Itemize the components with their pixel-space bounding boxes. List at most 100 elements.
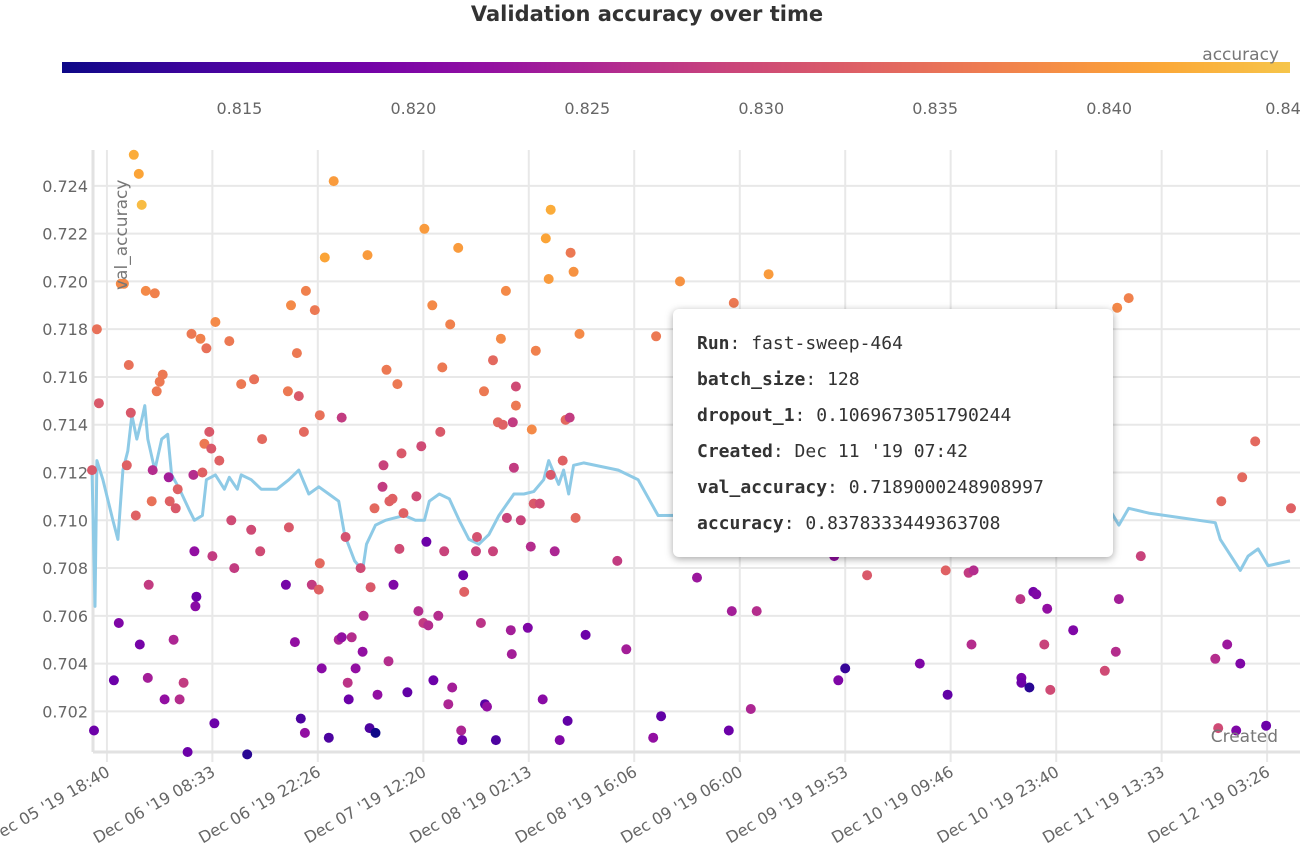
data-point (1099, 665, 1110, 676)
tooltip-separator: : (729, 333, 752, 354)
data-point (191, 591, 202, 602)
data-point (459, 586, 470, 597)
colorbar-tick-label: 0.84 (1265, 99, 1300, 118)
data-point (505, 625, 516, 636)
data-point (445, 319, 456, 330)
data-point (966, 639, 977, 650)
tooltip-value: 128 (827, 369, 860, 390)
data-point (336, 632, 347, 643)
data-point (763, 269, 774, 280)
data-point (490, 735, 501, 746)
line-series (90, 404, 1291, 608)
data-point (299, 727, 310, 738)
data-point (224, 336, 235, 347)
data-point (190, 601, 201, 612)
tooltip-row: Run: fast-sweep-464 (697, 329, 1089, 365)
data-point (525, 541, 536, 552)
data-point (580, 629, 591, 640)
tooltip-separator: : (805, 369, 828, 390)
data-point (1031, 589, 1042, 600)
data-point (1213, 723, 1224, 734)
data-point (675, 276, 685, 287)
data-point (283, 522, 294, 533)
data-point (370, 727, 381, 738)
data-point (214, 455, 225, 466)
data-point (968, 565, 979, 576)
data-point (726, 606, 737, 617)
tooltip-key: batch_size (697, 369, 806, 390)
data-point (471, 546, 481, 557)
data-point (118, 278, 129, 289)
tooltip-row: Created: Dec 11 '19 07:42 (697, 437, 1089, 473)
data-point (1112, 302, 1123, 313)
data-point (91, 324, 102, 335)
data-point (340, 532, 351, 542)
data-point (840, 663, 851, 674)
data-point (1222, 639, 1233, 650)
data-point (343, 694, 354, 705)
data-point (398, 508, 409, 519)
data-point (134, 639, 145, 650)
data-point (157, 369, 168, 380)
tooltip-separator: : (772, 441, 795, 462)
tooltip-row: val_accuracy: 0.7189000248908997 (697, 473, 1089, 509)
data-point (149, 288, 160, 299)
data-point (621, 644, 632, 655)
y-tick-label: 0.712 (42, 464, 88, 483)
data-point (314, 558, 325, 569)
data-point (257, 434, 268, 445)
data-point (723, 725, 734, 736)
data-point (350, 663, 361, 674)
y-tick-label: 0.704 (42, 655, 88, 674)
data-point (209, 718, 220, 729)
data-point (508, 462, 519, 473)
tooltip-row: accuracy: 0.8378333449363708 (697, 509, 1089, 545)
data-point (574, 328, 585, 339)
data-point (1235, 658, 1246, 669)
data-point (568, 266, 579, 277)
data-point (378, 460, 389, 471)
data-point (358, 610, 369, 621)
data-point (402, 687, 413, 698)
data-point (439, 546, 450, 557)
data-point (1261, 720, 1272, 731)
data-point (751, 606, 762, 617)
tooltip-key: dropout_1 (697, 405, 795, 426)
y-tick-label: 0.722 (42, 225, 88, 244)
y-tick-label: 0.714 (42, 416, 88, 435)
tooltip-row: batch_size: 128 (697, 365, 1089, 401)
data-point (136, 199, 147, 210)
data-point (369, 503, 380, 514)
data-point (226, 515, 237, 526)
data-point (411, 491, 422, 502)
data-point (522, 622, 533, 633)
data-point (147, 465, 158, 476)
data-point (428, 675, 439, 686)
data-point (151, 386, 162, 397)
data-point (443, 699, 454, 710)
data-point (862, 570, 873, 581)
data-point (1216, 496, 1227, 507)
data-point (142, 672, 153, 683)
data-point (140, 285, 151, 296)
data-point (188, 469, 199, 480)
y-tick-label: 0.702 (42, 702, 88, 721)
data-point (282, 386, 293, 397)
data-point (537, 694, 548, 705)
data-point (113, 618, 124, 628)
colorbar-tick-label: 0.840 (1086, 99, 1132, 118)
y-tick-label: 0.718 (42, 320, 88, 339)
data-point (306, 579, 317, 590)
y-axis-label: val_accuracy (112, 180, 132, 290)
data-point (545, 204, 556, 215)
data-point (1068, 625, 1079, 636)
data-point (394, 543, 405, 554)
data-point (314, 410, 325, 421)
data-point (342, 677, 353, 688)
data-point (1039, 639, 1050, 650)
data-point (197, 467, 208, 478)
data-point (125, 407, 136, 418)
data-point (421, 536, 432, 547)
y-tick-label: 0.706 (42, 607, 88, 626)
data-point (309, 305, 320, 316)
